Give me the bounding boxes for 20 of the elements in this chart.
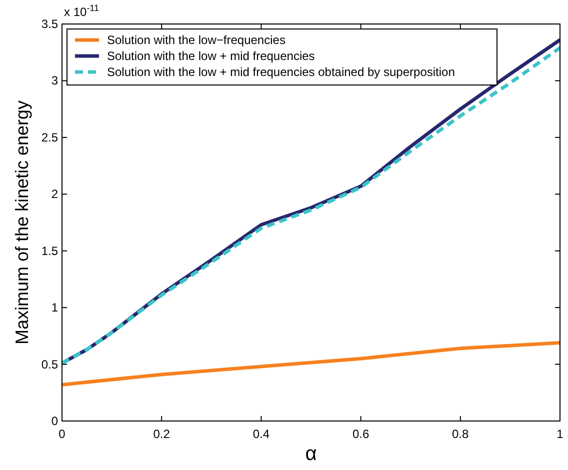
y-tick-label: 1 bbox=[51, 300, 58, 315]
x-tick-label: 0.2 bbox=[153, 427, 170, 441]
y-tick-label: 3.5 bbox=[41, 17, 58, 31]
text: x 10$^{-11}$ bbox=[64, 3, 100, 19]
y-axis-title: Maximum of the kinetic energy bbox=[12, 100, 32, 345]
line-series bbox=[60, 340, 562, 386]
y-tick-label: 2.5 bbox=[41, 130, 58, 144]
x-tick-label: 1 bbox=[556, 427, 564, 441]
y-tick-label: 3 bbox=[51, 74, 58, 88]
y-tick-label: 1.5 bbox=[41, 244, 58, 258]
x-tick-label: 0.8 bbox=[452, 427, 470, 441]
x-axis-title: α bbox=[305, 443, 317, 465]
x-tick-label: 0.4 bbox=[252, 427, 270, 441]
x-tick-label: 0.6 bbox=[352, 427, 370, 441]
legend-label: Solution with the low + mid frequencies bbox=[107, 49, 315, 63]
legend-label: Solution with the low−frequencies bbox=[107, 33, 286, 47]
y-tick-label: 0.5 bbox=[41, 357, 58, 372]
y-tick-label: 2 bbox=[51, 187, 58, 202]
y-tick-label: 0 bbox=[51, 414, 58, 428]
legend-label: Solution with the low + mid frequencies obtained by superposition bbox=[107, 65, 455, 79]
